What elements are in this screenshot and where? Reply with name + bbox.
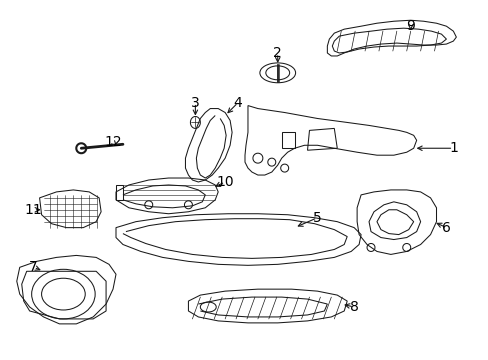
Text: 8: 8 bbox=[349, 300, 358, 314]
Text: 10: 10 bbox=[216, 175, 233, 189]
Text: 6: 6 bbox=[441, 221, 450, 235]
Text: 2: 2 bbox=[273, 46, 282, 60]
Text: 1: 1 bbox=[448, 141, 457, 155]
Text: 7: 7 bbox=[29, 260, 38, 274]
Text: 3: 3 bbox=[191, 96, 200, 109]
Text: 11: 11 bbox=[25, 203, 42, 217]
Text: 4: 4 bbox=[233, 96, 242, 109]
Text: 5: 5 bbox=[312, 211, 321, 225]
Text: 9: 9 bbox=[406, 19, 414, 33]
Text: 12: 12 bbox=[104, 135, 122, 149]
